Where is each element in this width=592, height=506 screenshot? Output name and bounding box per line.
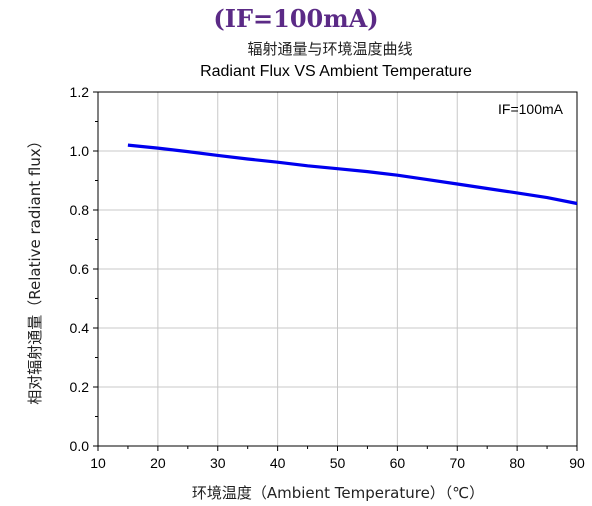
x-tick-label: 90 [569, 455, 585, 471]
x-tick-label: 60 [390, 455, 406, 471]
y-tick-label: 1.2 [70, 84, 90, 100]
x-tick-label: 80 [509, 455, 525, 471]
y-tick-label: 1.0 [70, 143, 90, 159]
x-tick-label: 10 [90, 455, 106, 471]
y-tick-label: 0.2 [70, 379, 90, 395]
chart-annotation: IF=100mA [498, 101, 564, 117]
y-axis-label: 相对辐射通量（Relative radiant flux） [26, 133, 44, 405]
chart-title-cn: 辐射通量与环境温度曲线 [247, 40, 412, 58]
x-tick-label: 20 [150, 455, 166, 471]
y-tick-label: 0.0 [70, 438, 90, 454]
x-tick-label: 70 [449, 455, 465, 471]
x-tick-label: 30 [210, 455, 226, 471]
x-axis-label: 环境温度（Ambient Temperature）（℃） [192, 484, 484, 502]
y-tick-label: 0.8 [70, 202, 90, 218]
x-tick-label: 50 [330, 455, 346, 471]
y-tick-label: 0.4 [70, 320, 90, 336]
grid [98, 92, 577, 446]
series-line [127, 143, 578, 206]
y-tick-label: 0.6 [70, 261, 90, 277]
x-tick-label: 40 [270, 455, 286, 471]
series-layer [127, 143, 578, 206]
axis-ticks: 10 20 30 40 50 60 70 80 90 0.0 0.2 0.4 0.6 0.8 1.0 1.2 [70, 84, 585, 471]
chart-title: Radiant Flux VS Ambient Temperature [200, 63, 472, 80]
header-title: (IF=100mA) [213, 4, 379, 33]
